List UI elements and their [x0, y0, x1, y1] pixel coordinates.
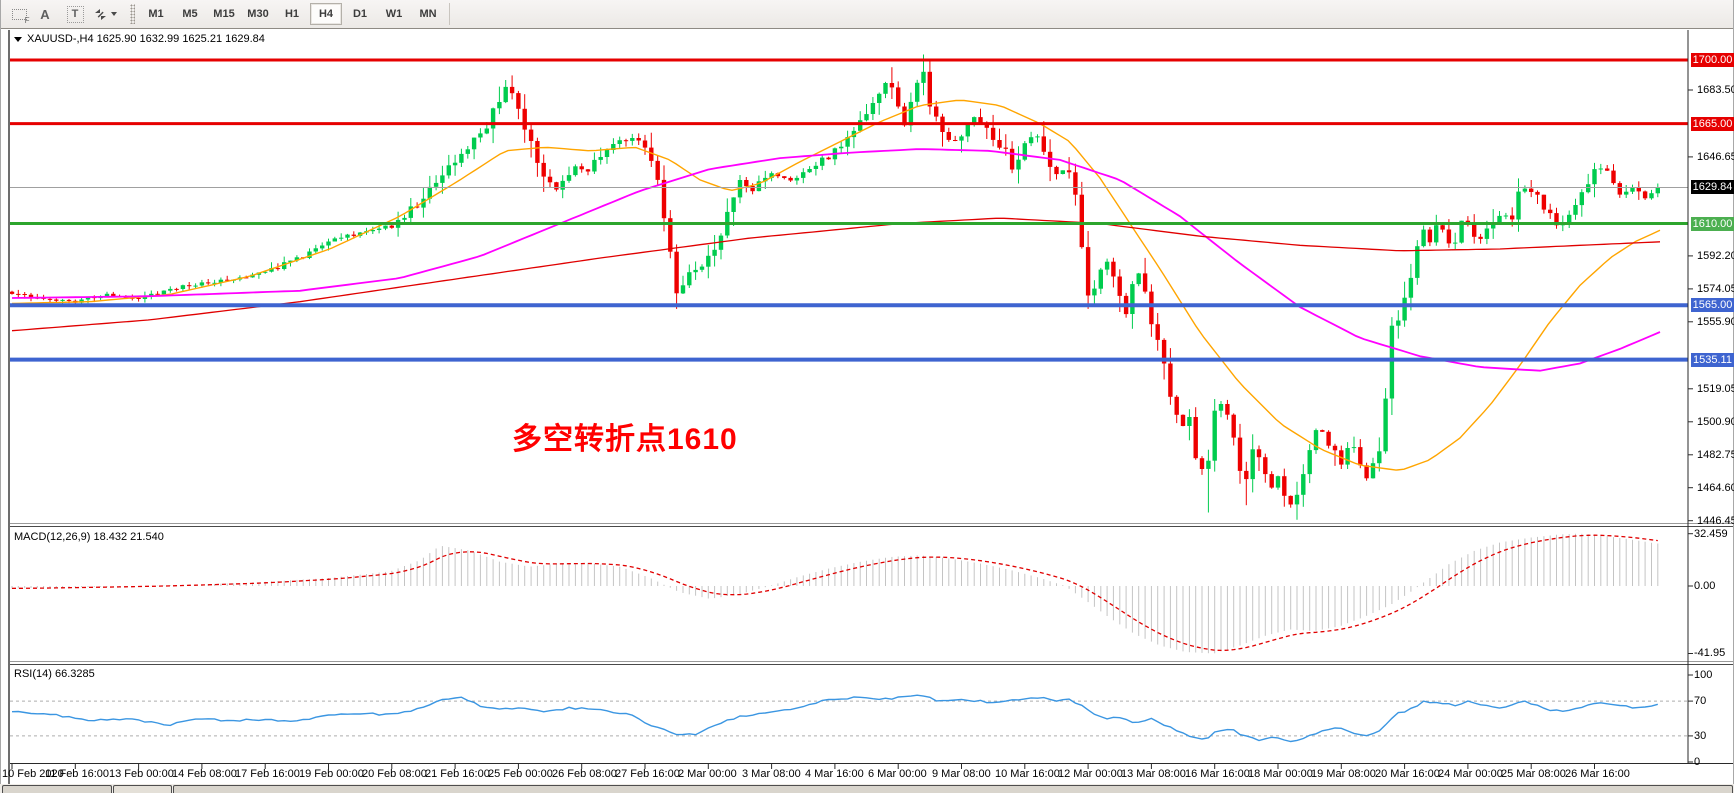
date-axis-label: 21 Feb 16:00 — [425, 768, 490, 780]
symbol-dropdown-icon[interactable] — [14, 36, 22, 42]
price-axis-tick: 1646.65 — [1697, 151, 1734, 163]
rsi-axis-tick: 0 — [1694, 756, 1701, 768]
timeframe-button-m15[interactable]: M15 — [213, 8, 235, 20]
price-badge-1565.00: 1565.00 — [1691, 298, 1734, 312]
bottom-tab-strip — [0, 784, 1734, 793]
date-axis-label: 12 Mar 00:00 — [1058, 768, 1123, 780]
price-axis-tick: 1500.90 — [1697, 416, 1734, 428]
macd-axis-tick: 32.459 — [1694, 528, 1728, 540]
ma-slow-red — [11, 217, 1661, 332]
date-axis-label: 16 Mar 16:00 — [1185, 768, 1250, 780]
date-axis-label: 9 Mar 08:00 — [932, 768, 991, 780]
price-axis-tick: 1592.20 — [1697, 250, 1734, 262]
diagonal-arrows-glyph — [95, 8, 106, 20]
timeframe-button-w1[interactable]: W1 — [385, 8, 403, 20]
date-axis-label: 10 Feb 2020 — [2, 768, 64, 780]
price-axis-tick: 1519.05 — [1697, 383, 1734, 395]
chart-title: XAUUSD-,H4 1625.90 1632.99 1625.21 1629.… — [27, 33, 265, 45]
date-axis-label: 4 Mar 16:00 — [805, 768, 864, 780]
y-axis-ticks — [1688, 89, 1693, 763]
price-badge-1610.00: 1610.00 — [1691, 217, 1734, 231]
timeframe-button-m30[interactable]: M30 — [247, 8, 269, 20]
timeframe-button-m5[interactable]: M5 — [182, 8, 198, 20]
rsi-axis-tick: 30 — [1694, 730, 1707, 742]
timeframe-button-h1[interactable]: H1 — [284, 8, 300, 20]
macd-signal-line — [11, 534, 1658, 652]
rsi-line — [11, 694, 1658, 743]
dropdown-caret-icon — [111, 12, 117, 16]
date-axis-label: 18 Mar 00:00 — [1248, 768, 1313, 780]
chart-annotation: 多空转折点1610 — [512, 423, 738, 456]
f-grid-icon[interactable]: F — [6, 3, 32, 25]
date-axis-label: 19 Mar 08:00 — [1311, 768, 1376, 780]
ma-fast-orange — [11, 99, 1661, 471]
x-axis-ticks — [11, 764, 1595, 769]
toolbar-separator — [449, 3, 450, 25]
letter-a-icon[interactable]: A — [32, 3, 58, 25]
window-left-edge — [0, 0, 1, 793]
toolbar-drag-handle[interactable] — [130, 4, 135, 24]
bottom-tab[interactable] — [2, 785, 112, 793]
price-badge-1665.00: 1665.00 — [1691, 117, 1734, 131]
timeframe-button-mn[interactable]: MN — [419, 8, 437, 20]
date-axis-label: 3 Mar 08:00 — [742, 768, 801, 780]
bottom-tab[interactable] — [113, 785, 172, 793]
candles-group — [9, 54, 1660, 520]
macd-label: MACD(12,26,9) 18.432 21.540 — [14, 531, 164, 543]
price-axis-tick: 1683.50 — [1697, 84, 1734, 96]
macd-axis-tick: -41.95 — [1694, 647, 1726, 659]
date-axis-label: 20 Feb 08:00 — [362, 768, 427, 780]
price-axis-tick: 1464.60 — [1697, 482, 1734, 494]
timeframe-button-d1[interactable]: D1 — [352, 8, 368, 20]
chart-left-border — [8, 30, 10, 784]
price-axis-tick: 1446.45 — [1697, 515, 1734, 527]
date-axis-label: 25 Mar 08:00 — [1501, 768, 1566, 780]
letter-t-icon[interactable]: T — [62, 3, 88, 25]
date-axis-label: 27 Feb 16:00 — [615, 768, 680, 780]
date-axis-label: 25 Feb 00:00 — [488, 768, 553, 780]
macd-histogram — [11, 533, 1659, 654]
rsi-axis-tick: 70 — [1694, 695, 1707, 707]
date-axis-label: 14 Feb 08:00 — [172, 768, 237, 780]
date-axis-label: 13 Feb 00:00 — [109, 768, 174, 780]
horizontal-levels-group — [10, 58, 1688, 362]
letter-t-label: T — [66, 5, 84, 23]
date-axis-label: 19 Feb 00:00 — [299, 768, 364, 780]
date-axis-label: 11 Feb 16:00 — [45, 768, 110, 780]
price-axis-tick: 1482.75 — [1697, 449, 1734, 461]
top-toolbar: F A T M1 M5 M15 M30 H1 H4 D1 W1 MN — [0, 0, 1734, 29]
timeframe-toolbar: M1 M5 M15 M30 H1 H4 D1 W1 MN — [139, 3, 445, 25]
date-axis-label: 26 Mar 16:00 — [1565, 768, 1630, 780]
diagonal-arrows-icon[interactable] — [88, 3, 122, 25]
rsi-label: RSI(14) 66.3285 — [14, 668, 95, 680]
bottom-tab[interactable] — [173, 785, 1733, 793]
macd-axis-tick: 0.00 — [1694, 580, 1716, 592]
price-axis-tick: 1555.90 — [1697, 316, 1734, 328]
date-axis-label: 17 Feb 16:00 — [235, 768, 300, 780]
date-axis-label: 10 Mar 16:00 — [995, 768, 1060, 780]
price-badge-1629.84: 1629.84 — [1691, 180, 1734, 194]
f-grid-label: F — [24, 15, 30, 25]
date-axis-label: 6 Mar 00:00 — [868, 768, 927, 780]
price-axis-tick: 1574.05 — [1697, 283, 1734, 295]
letter-a-label: A — [40, 6, 50, 22]
timeframe-button-h4[interactable]: H4 — [310, 3, 342, 25]
date-axis-label: 2 Mar 00:00 — [678, 768, 737, 780]
timeframe-button-m1[interactable]: M1 — [148, 8, 164, 20]
price-badge-1535.11: 1535.11 — [1691, 353, 1734, 367]
date-axis-label: 13 Mar 08:00 — [1121, 768, 1186, 780]
price-badge-1700.00: 1700.00 — [1691, 53, 1734, 67]
chart-title-row: XAUUSD-,H4 1625.90 1632.99 1625.21 1629.… — [14, 33, 265, 45]
date-axis-label: 24 Mar 00:00 — [1438, 768, 1503, 780]
date-axis-label: 20 Mar 16:00 — [1375, 768, 1440, 780]
date-axis-label: 26 Feb 08:00 — [552, 768, 617, 780]
rsi-axis-tick: 100 — [1694, 669, 1713, 681]
ma-mid-magenta — [11, 148, 1661, 372]
